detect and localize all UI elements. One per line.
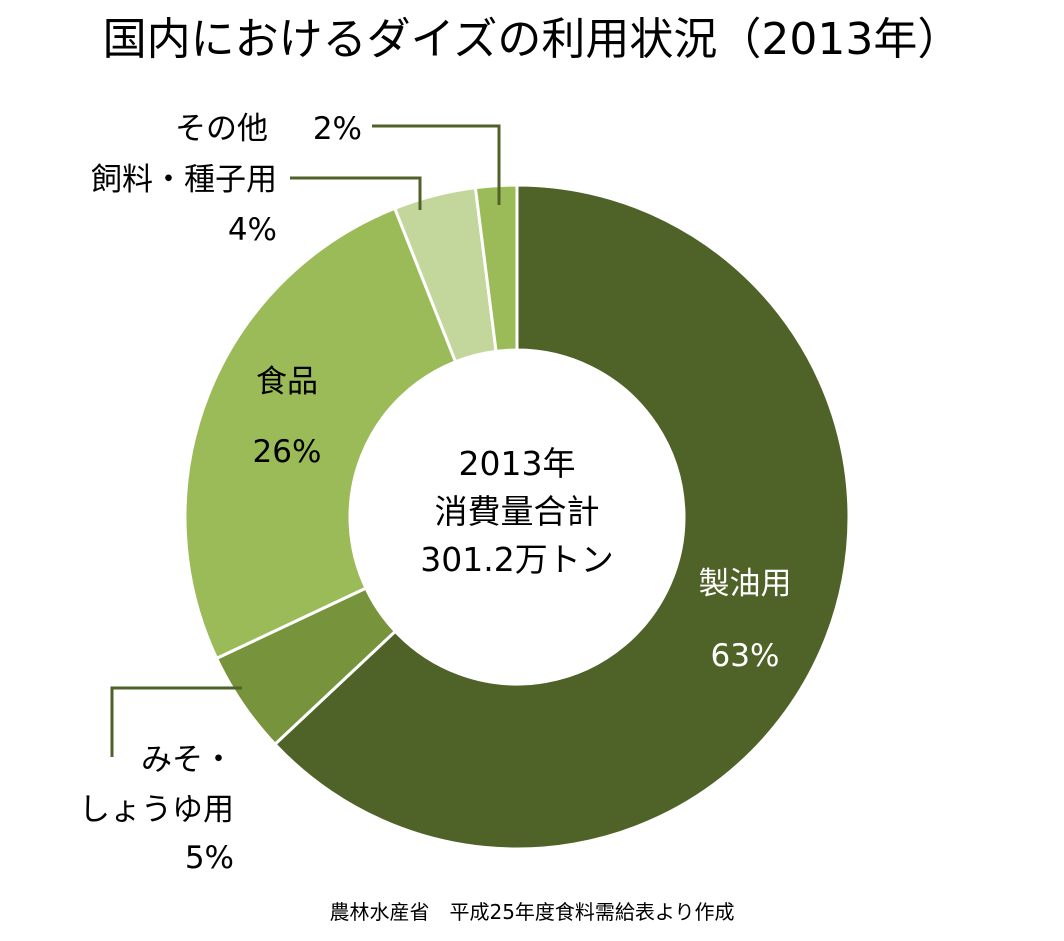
- slice-label-seiyu-name: 製油用: [699, 566, 792, 602]
- slice-label-shiryo-pct: 4%: [228, 212, 277, 248]
- slice-label-seiyu-pct: 63%: [711, 638, 780, 674]
- leader-line-2: [372, 124, 501, 205]
- slice-4: [473, 183, 519, 353]
- leader-line-1: [290, 176, 422, 210]
- slice-label-shokuhin-name: 食品: [256, 364, 318, 400]
- slice-label-shiryo-name: 飼料・種子用: [91, 162, 277, 198]
- slice-label-sonota-pct: 2%: [313, 111, 362, 147]
- slice-label-miso-line1: みそ・: [141, 742, 234, 778]
- donut-slices: [183, 183, 851, 851]
- donut-chart: 2013年 消費量合計 301.2万トン 製油用 63% 食品 26% みそ・ …: [79, 111, 851, 876]
- slice-label-sonota-name: その他: [175, 111, 268, 147]
- center-text-total: 301.2万トン: [420, 540, 613, 579]
- center-text-year: 2013年: [459, 444, 576, 483]
- center-text-label: 消費量合計: [435, 492, 600, 531]
- chart-title: 国内におけるダイズの利用状況（2013年）: [102, 14, 962, 65]
- slice-label-miso-pct: 5%: [185, 840, 234, 876]
- slice-label-shokuhin-pct: 26%: [253, 434, 322, 470]
- leader-lines: [110, 124, 501, 757]
- slice-0: [272, 183, 851, 851]
- slice-2: [183, 206, 458, 661]
- source-note: 農林水産省 平成25年度食料需給表より作成: [329, 900, 735, 924]
- slice-label-miso-line2: しょうゆ用: [79, 792, 234, 828]
- leader-line-0: [110, 686, 242, 757]
